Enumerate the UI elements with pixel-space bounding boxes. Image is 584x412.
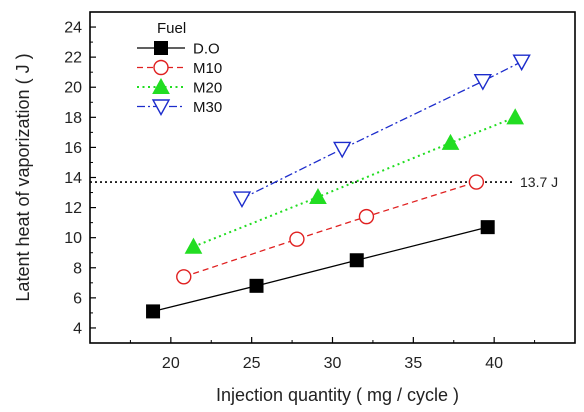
series-d-o bbox=[146, 220, 495, 319]
legend-marker bbox=[151, 99, 171, 116]
data-point bbox=[333, 141, 352, 159]
data-point bbox=[349, 253, 364, 268]
y-axis-title: Latent heat of vaporization ( J ) bbox=[13, 53, 33, 301]
series-group bbox=[146, 54, 531, 319]
series-line bbox=[152, 226, 488, 313]
legend-label: M20 bbox=[193, 80, 222, 97]
legend-title: Fuel bbox=[157, 20, 186, 37]
legend-item: D.O bbox=[137, 41, 220, 58]
axis-ticks bbox=[90, 26, 536, 344]
data-point bbox=[512, 54, 531, 72]
reference-line-label: 13.7 J bbox=[520, 174, 558, 190]
data-point bbox=[358, 208, 375, 225]
legend-label: D.O bbox=[193, 41, 220, 58]
data-point bbox=[146, 304, 161, 319]
data-point bbox=[184, 237, 203, 254]
data-point bbox=[480, 220, 495, 235]
y-tick-label: 8 bbox=[73, 260, 82, 277]
y-tick-label: 4 bbox=[73, 320, 82, 337]
y-tick-label: 24 bbox=[64, 20, 82, 37]
y-tick-label: 22 bbox=[64, 50, 82, 67]
x-tick-label: 30 bbox=[324, 355, 342, 372]
data-point bbox=[441, 133, 460, 150]
y-tick-label: 10 bbox=[64, 230, 82, 247]
series-m10 bbox=[176, 174, 485, 285]
tick-labels: 20 25 30 35 40 4 6 8 10 12 14 16 18 20 22 24 bbox=[64, 20, 503, 372]
x-axis-title: Injection quantity ( mg / cycle ) bbox=[216, 385, 459, 405]
data-point bbox=[309, 188, 327, 205]
series-line bbox=[241, 61, 522, 200]
data-point bbox=[176, 269, 192, 285]
data-point bbox=[506, 108, 525, 125]
data-point bbox=[249, 278, 264, 293]
legend-marker bbox=[154, 41, 168, 55]
legend: Fuel D.O M10 M20 M30 bbox=[137, 20, 222, 116]
legend-label: M30 bbox=[193, 99, 222, 116]
series-line bbox=[193, 116, 516, 248]
data-point bbox=[473, 74, 493, 91]
y-tick-label: 14 bbox=[64, 170, 82, 187]
y-tick-label: 12 bbox=[64, 200, 82, 217]
legend-item: M20 bbox=[137, 77, 222, 97]
series-line bbox=[183, 181, 477, 278]
x-tick-label: 20 bbox=[162, 355, 180, 372]
y-tick-label: 16 bbox=[64, 140, 82, 157]
legend-item: M30 bbox=[137, 99, 222, 116]
y-tick-label: 6 bbox=[73, 290, 82, 307]
legend-item: M10 bbox=[137, 59, 222, 77]
x-tick-label: 35 bbox=[404, 355, 422, 372]
legend-marker bbox=[153, 59, 169, 76]
data-point bbox=[232, 191, 252, 209]
legend-label: M10 bbox=[193, 60, 222, 77]
x-tick-label: 25 bbox=[243, 355, 261, 372]
series-m30 bbox=[232, 54, 531, 209]
y-tick-label: 18 bbox=[64, 110, 82, 127]
series-m20 bbox=[184, 108, 525, 254]
data-point bbox=[468, 174, 485, 190]
y-tick-label: 20 bbox=[64, 80, 82, 97]
x-tick-label: 40 bbox=[485, 355, 503, 372]
legend-marker bbox=[152, 77, 170, 94]
data-point bbox=[289, 231, 305, 247]
